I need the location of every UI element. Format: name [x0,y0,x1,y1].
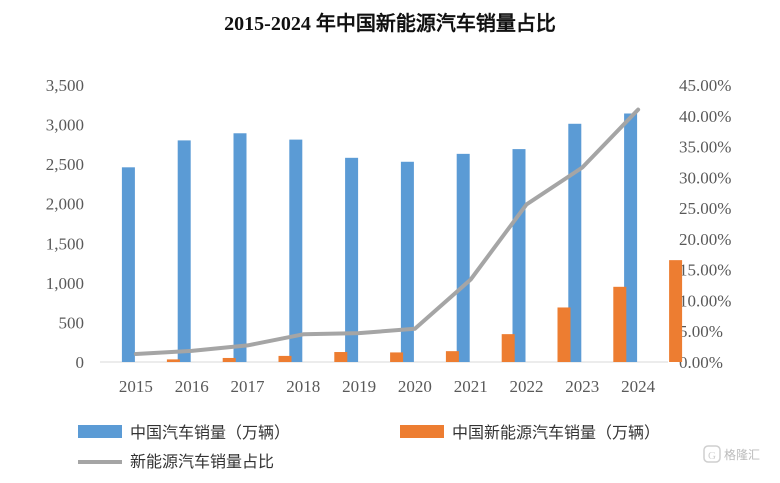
line-nev-share [133,107,641,356]
x-tick-label: 2018 [286,377,320,396]
line-series [133,107,641,356]
x-tick-label: 2023 [565,377,599,396]
left-tick-label: 500 [59,313,85,332]
bar-nev-sales [222,357,236,362]
bar-total-sales [456,153,470,362]
bar-total-sales [121,167,135,362]
right-tick-label: 35.00% [679,138,731,157]
right-tick-label: 15.00% [679,261,731,280]
bar-nev-sales [334,352,348,362]
legend-swatch-total-sales [78,425,122,438]
bar-nev-sales [278,355,292,362]
bar-nev-sales [390,352,404,362]
left-tick-label: 2,500 [46,155,84,174]
watermark: G 格隆汇 [703,445,760,463]
x-tick-label: 2021 [454,377,488,396]
bar-marks [121,113,683,363]
chart-title: 2015-2024 年中国新能源汽车销量占比 [224,11,556,35]
left-axis-ticks: 0 500 1,000 1,500 2,000 2,500 3,000 3,500 [46,76,84,372]
x-tick-label: 2019 [342,377,376,396]
right-axis-ticks: 0.00% 5.00% 10.00% 15.00% 20.00% 25.00% 30.00%… [679,76,731,372]
right-tick-label: 40.00% [679,107,731,126]
right-tick-label: 5.00% [679,322,723,341]
left-tick-label: 1,000 [46,274,84,293]
legend-label-nev-sales: 中国新能源汽车销量（万辆） [452,423,660,442]
watermark-text: 格隆汇 [724,447,760,462]
bar-total-sales [568,123,582,362]
x-tick-label: 2015 [119,377,153,396]
bar-total-sales [345,157,359,362]
bar-total-sales [289,139,303,362]
left-tick-label: 3,500 [46,76,84,95]
right-tick-label: 20.00% [679,230,731,249]
bar-total-sales [624,113,638,363]
right-tick-label: 25.00% [679,199,731,218]
right-tick-label: 45.00% [679,76,731,95]
legend-label-total-sales: 中国汽车销量（万辆） [130,423,290,442]
bar-nev-sales [613,286,627,362]
x-tick-label: 2020 [398,377,432,396]
bar-nev-sales [669,260,683,362]
left-tick-label: 3,000 [46,116,84,135]
legend: 中国汽车销量（万辆） 中国新能源汽车销量（万辆） 新能源汽车销量占比 [78,423,660,471]
right-tick-label: 30.00% [679,168,731,187]
gelonghui-logo-glyph: G [708,450,716,462]
x-axis-ticks: 2015 2016 2017 2018 2019 2020 2021 2022 2023 2024 [119,377,656,396]
bar-total-sales [400,161,414,362]
left-tick-label: 2,000 [46,195,84,214]
x-tick-label: 2016 [175,377,209,396]
bar-nev-sales [166,359,180,362]
x-tick-label: 2017 [231,377,266,396]
left-tick-label: 1,500 [46,234,84,253]
gelonghui-logo-icon [703,445,721,463]
legend-label-nev-share: 新能源汽车销量占比 [130,452,274,471]
bar-total-sales [233,133,247,362]
bar-total-sales [512,149,526,362]
bar-nev-sales [557,307,571,362]
left-tick-label: 0 [76,353,85,372]
bar-nev-sales [445,351,459,362]
bar-total-sales [177,140,191,362]
x-tick-label: 2024 [621,377,656,396]
x-tick-label: 2022 [510,377,544,396]
bar-nev-sales [501,334,515,362]
right-tick-label: 0.00% [679,353,723,372]
right-tick-label: 10.00% [679,291,731,310]
legend-swatch-nev-sales [400,425,444,438]
